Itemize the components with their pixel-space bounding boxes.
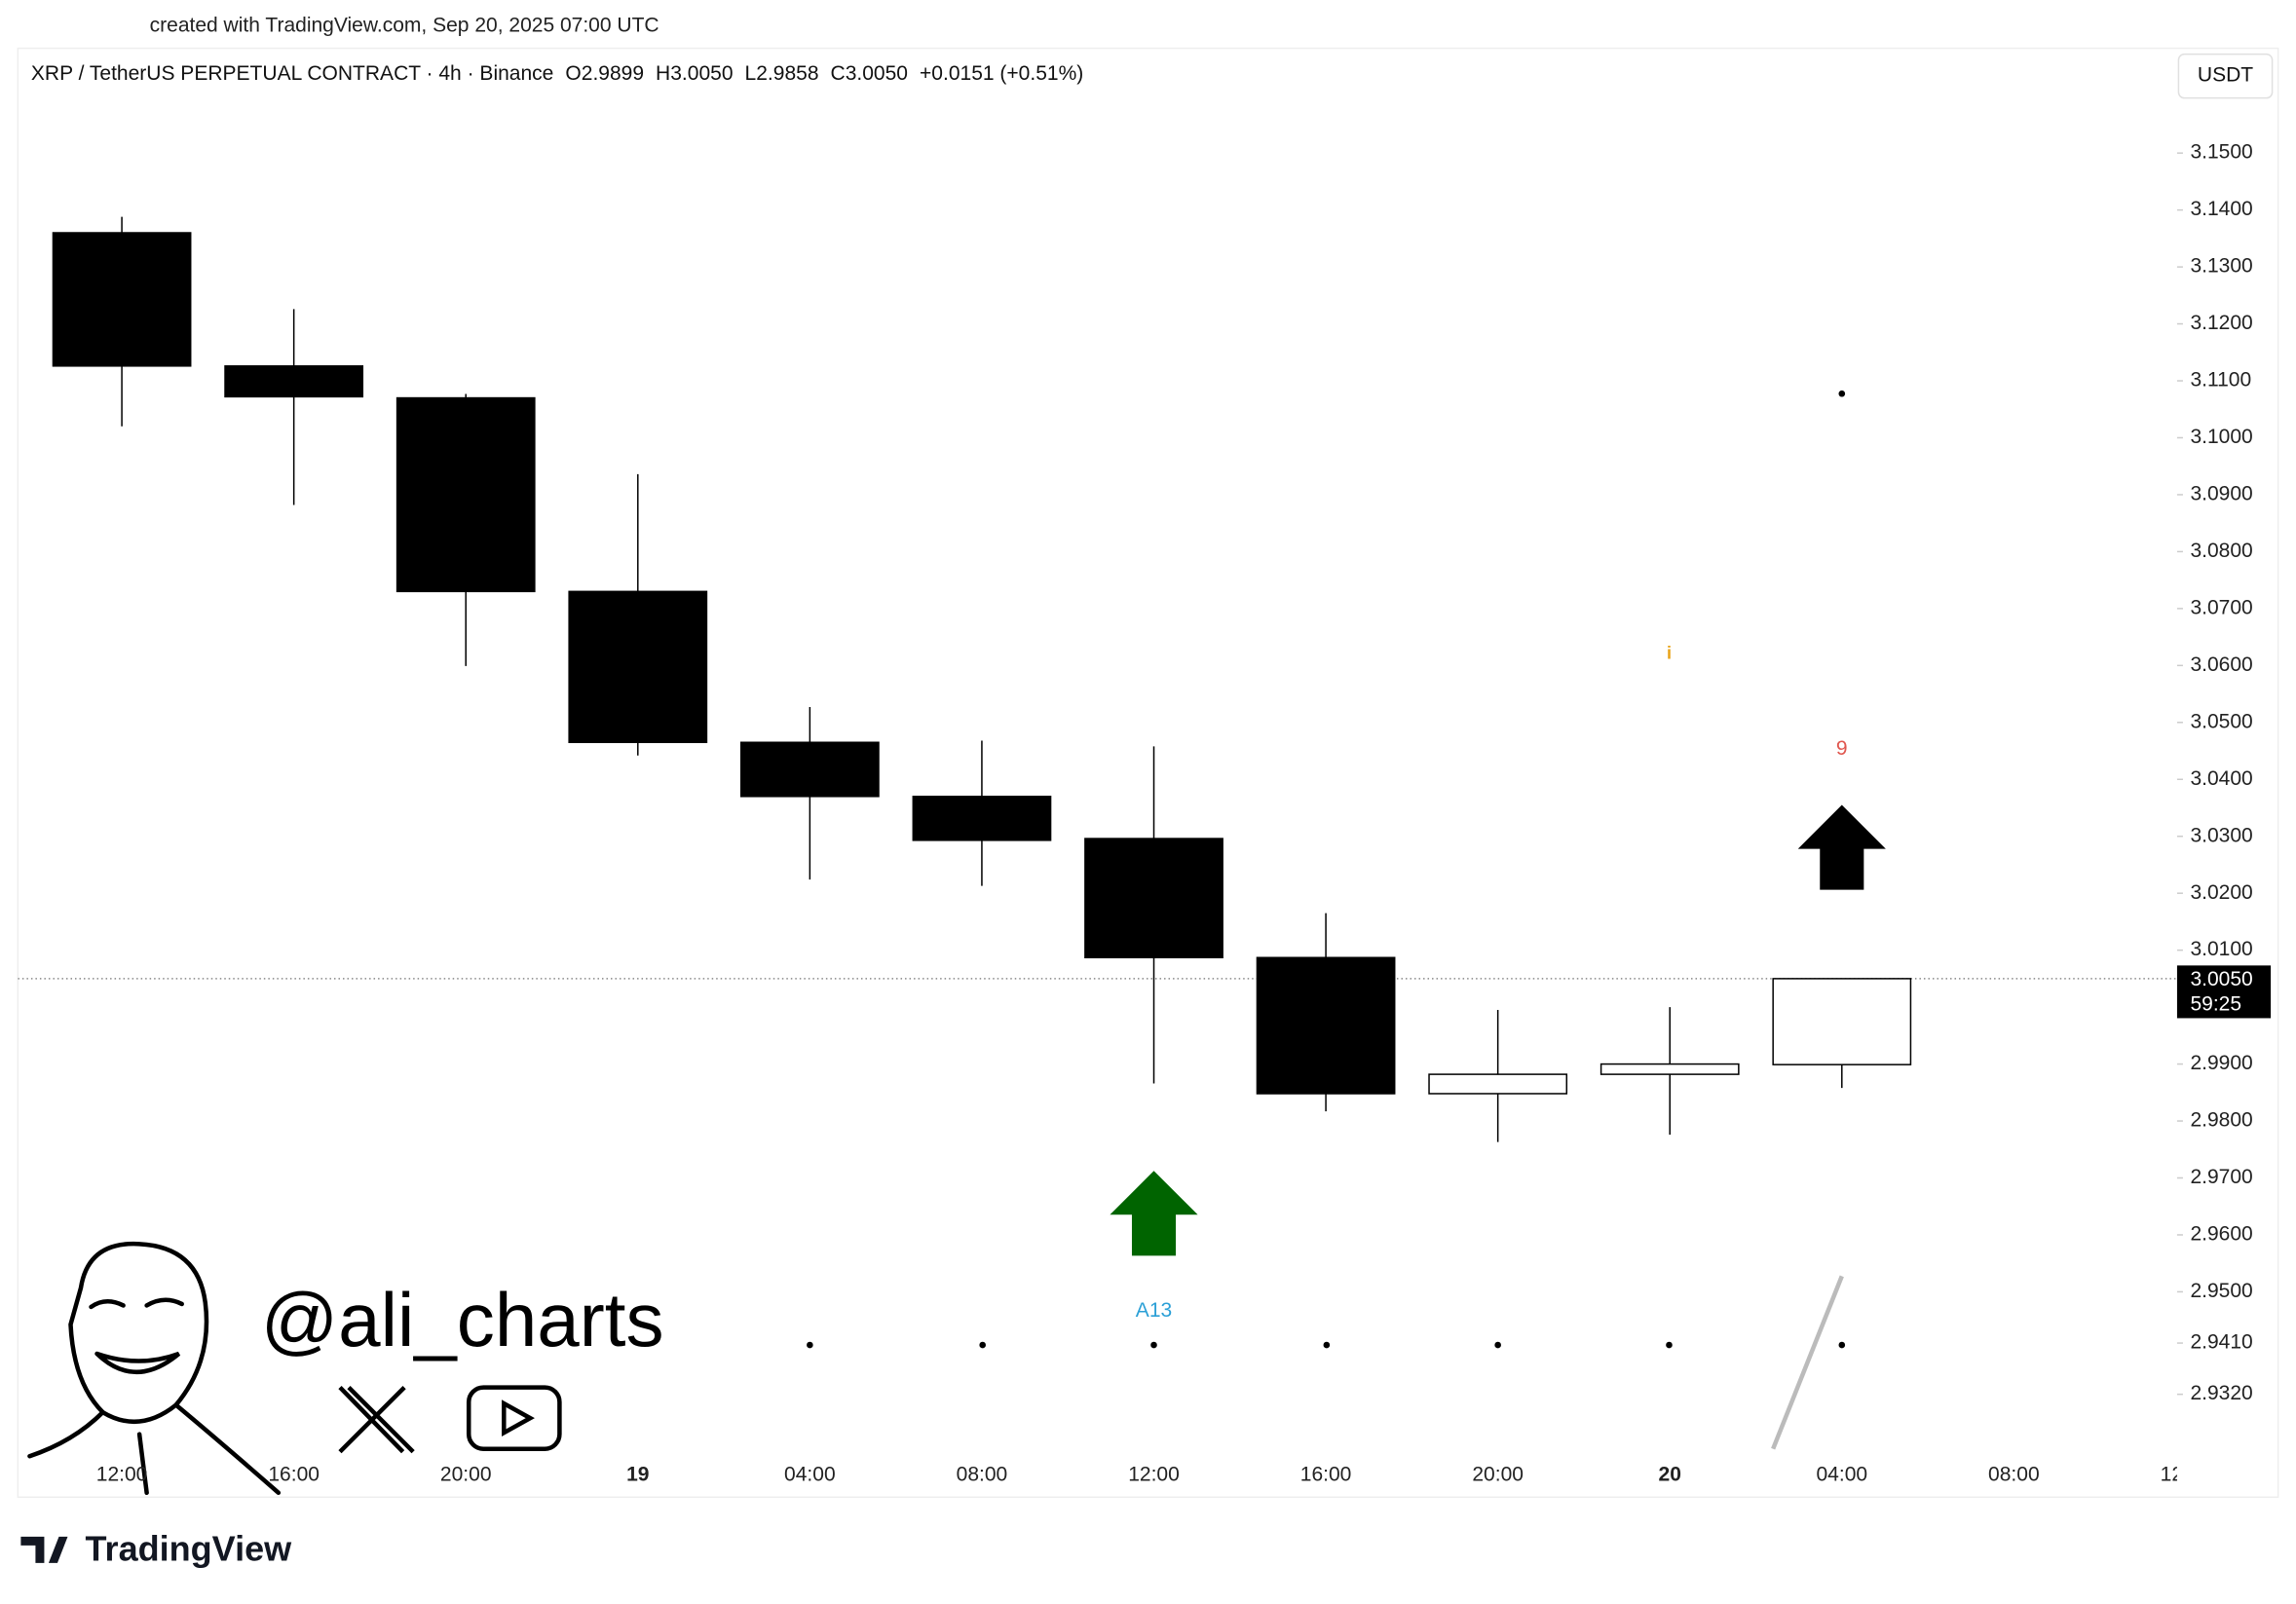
y-tick-label: 2.9500 (2190, 1280, 2252, 1302)
y-tick-label: 3.0800 (2190, 540, 2252, 562)
candle-body (52, 232, 192, 367)
currency[interactable]: USDT (2198, 64, 2253, 87)
x-tick-label: 20:00 (1472, 1463, 1524, 1485)
ohlc-low: L2.9858 (745, 62, 819, 85)
y-tick-label: 3.1100 (2190, 369, 2251, 392)
change: +0.0151 (+0.51%) (920, 62, 1083, 85)
watermark: @ali_charts (261, 1277, 664, 1362)
annotation: A13 (1136, 1299, 1172, 1322)
x-tick-label: 20:00 (440, 1463, 492, 1485)
candle-body (568, 590, 708, 744)
countdown: 59:25 (2190, 992, 2241, 1015)
candle-body (1600, 1063, 1740, 1075)
y-tick-label: 3.1000 (2190, 426, 2252, 448)
drawing-line (1771, 1275, 1844, 1450)
currency-button[interactable] (2177, 53, 2274, 99)
y-tick-label: 3.0300 (2190, 824, 2252, 846)
y-tick-label: 3.1200 (2190, 312, 2252, 334)
y-tick-label: 3.1300 (2190, 255, 2252, 278)
candle-body (1772, 978, 1912, 1065)
ohlc-close: C3.0050 (831, 62, 908, 85)
x-tick-label: 04:00 (1817, 1463, 1868, 1485)
y-tick-label: 2.9800 (2190, 1109, 2252, 1132)
x-tick-label: 08:00 (957, 1463, 1008, 1485)
y-tick-label: 3.0600 (2190, 653, 2252, 676)
y-tick-label: 3.0500 (2190, 710, 2252, 732)
candle-body (1084, 838, 1223, 959)
y-tick-label: 3.1400 (2190, 198, 2252, 220)
candle-body (912, 796, 1052, 841)
x-tick-label: 20 (1659, 1463, 1681, 1485)
candle-body (739, 741, 880, 798)
y-tick-label: 3.0900 (2190, 483, 2252, 505)
last-price-box (2176, 965, 2272, 1019)
y-tick-label: 2.9410 (2190, 1331, 2252, 1354)
brand: TradingView (86, 1528, 293, 1568)
y-tick-label: 2.9700 (2190, 1166, 2252, 1188)
annotation: 9 (1836, 737, 1848, 760)
y-tick-label: 2.9320 (2190, 1382, 2252, 1404)
social-icons (338, 1385, 562, 1454)
y-tick-label: 3.0400 (2190, 767, 2252, 790)
x-tick-label: 12:00 (2161, 1463, 2212, 1485)
x-tick-label: 08:00 (1988, 1463, 2040, 1485)
candle-body (224, 365, 364, 398)
y-tick-label: 3.1500 (2190, 141, 2252, 164)
count-arrow (1797, 804, 1886, 890)
candle-body (1428, 1073, 1568, 1095)
brand-logo (20, 1536, 68, 1563)
candle-body (1256, 956, 1396, 1095)
avatar (27, 1241, 282, 1496)
candle-body (395, 396, 536, 593)
x-tick-label: 16:00 (1300, 1463, 1352, 1485)
x-tick-label: 12:00 (1128, 1463, 1180, 1485)
x-tick-label: 19 (626, 1463, 649, 1485)
symbol-header: XRP / TetherUS PERPETUAL CONTRACT · 4h ·… (31, 62, 1083, 85)
ohlc-open: O2.9899 (565, 62, 644, 85)
x-tick-label: 04:00 (784, 1463, 836, 1485)
y-tick-label: 3.0100 (2190, 938, 2252, 960)
y-tick-label: 2.9900 (2190, 1052, 2252, 1074)
symbol: XRP / TetherUS PERPETUAL CONTRACT · 4h ·… (31, 62, 553, 85)
annotation: i (1667, 643, 1672, 662)
indicator-dots (807, 390, 1846, 1349)
y-tick-label: 3.0700 (2190, 596, 2252, 618)
y-tick-label: 3.0200 (2190, 881, 2252, 904)
last-price-label: 3.0050 (2190, 968, 2252, 990)
ohlc-high: H3.0050 (656, 62, 733, 85)
x-tick-label: 16:00 (268, 1463, 320, 1485)
y-tick-label: 2.9600 (2190, 1223, 2252, 1246)
x-tick-label: 12:00 (96, 1463, 148, 1485)
caption: created with TradingView.com, Sep 20, 20… (150, 15, 659, 37)
buy-arrow (1110, 1171, 1198, 1256)
